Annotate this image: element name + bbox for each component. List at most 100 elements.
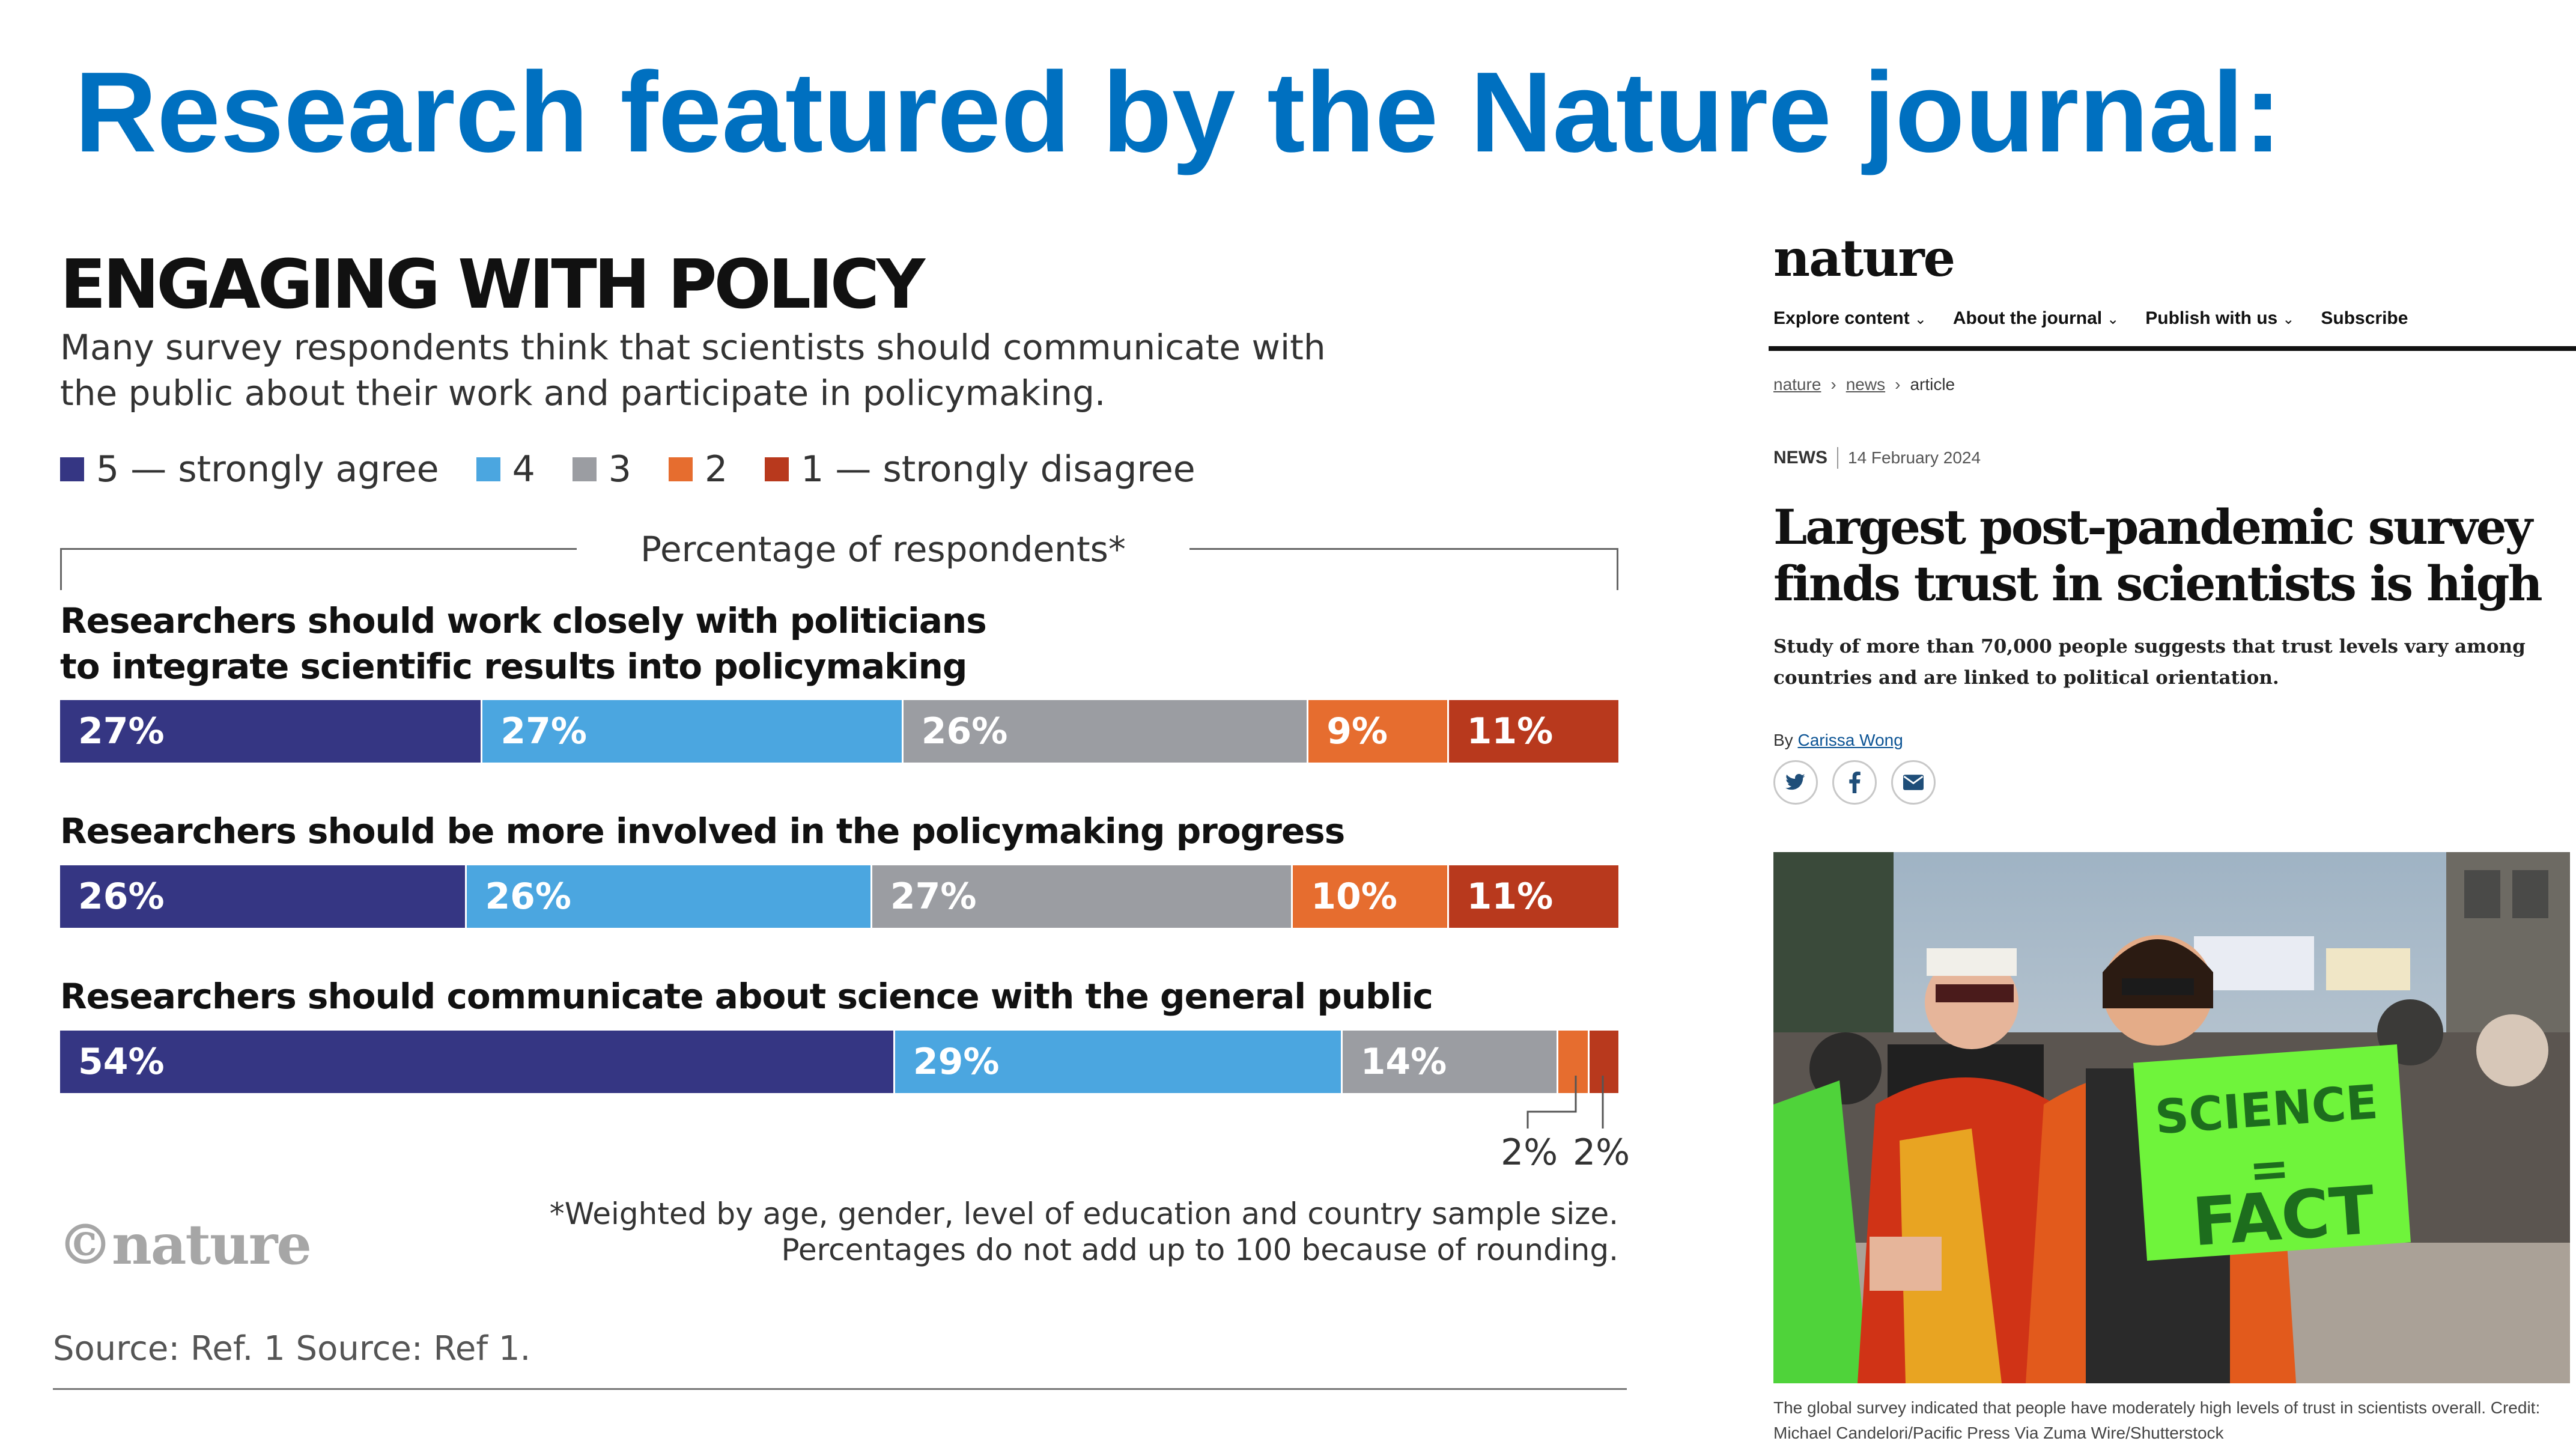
callout-label: 2% — [1573, 1132, 1630, 1174]
bar-segment: 27% — [481, 700, 902, 763]
bar-segment: 27% — [60, 700, 481, 763]
byline-prefix: By — [1773, 731, 1798, 749]
data-label: 26% — [78, 876, 165, 918]
article-meta: NEWS 14 February 2024 — [1773, 446, 1981, 470]
stacked-bar: 26% 26% 27% 10% 11% — [60, 865, 1618, 928]
slide-title: Research featured by the Nature journal: — [74, 49, 2282, 176]
article-type: NEWS — [1773, 448, 1827, 468]
byline: By Carissa Wong — [1773, 728, 1903, 752]
nav-subscribe[interactable]: Subscribe — [2321, 303, 2408, 335]
facebook-icon — [1849, 772, 1861, 793]
footnote-line: Percentages do not add up to 100 because… — [781, 1232, 1618, 1267]
protest-photo: SCIENCE = FACT — [1773, 852, 2570, 1383]
small-value-callouts: 2% 2% — [1466, 1076, 1646, 1184]
data-label: 26% — [485, 876, 572, 918]
legend-item: 4 — [476, 448, 535, 491]
chevron-down-icon: ⌄ — [1914, 311, 1927, 327]
legend-item: 1 — strongly disagree — [765, 448, 1195, 491]
nav-label: About the journal — [1952, 308, 2103, 328]
legend-label: 2 — [704, 448, 728, 490]
legend-swatch — [765, 457, 789, 481]
breadcrumb-news[interactable]: news — [1845, 375, 1886, 394]
category-label: Researchers should be more involved in t… — [60, 811, 1345, 851]
nav-publish-with-us[interactable]: Publish with us ⌄ — [2145, 303, 2294, 335]
bar-segment — [1557, 1031, 1588, 1093]
chevron-right-icon: › — [1830, 375, 1836, 394]
nav-explore-content[interactable]: Explore content ⌄ — [1773, 303, 1927, 335]
legend-label: 5 — strongly agree — [96, 448, 439, 490]
data-label: 27% — [78, 710, 165, 752]
legend-item: 2 — [668, 448, 728, 491]
nav-divider — [1769, 346, 2576, 351]
data-label: 9% — [1326, 710, 1388, 752]
bar-segment: 54% — [60, 1031, 893, 1093]
bar-segment: 29% — [893, 1031, 1341, 1093]
bar-segment: 27% — [870, 865, 1292, 928]
email-icon — [1903, 775, 1924, 790]
data-label: 54% — [78, 1041, 165, 1083]
main-nav: Explore content ⌄ About the journal ⌄ Publ… — [1773, 303, 2434, 335]
callout-leader-lines — [1526, 1076, 1604, 1129]
legend-swatch — [572, 457, 597, 481]
chevron-down-icon: ⌄ — [2107, 311, 2119, 327]
share-facebook-button[interactable] — [1832, 760, 1877, 805]
bar-segment: 26% — [60, 865, 466, 928]
twitter-icon — [1785, 773, 1805, 790]
article-date: 14 February 2024 — [1848, 448, 1981, 467]
legend-swatch — [668, 457, 693, 481]
bar-segment: 26% — [901, 700, 1307, 763]
stacked-bar: 27% 27% 26% 9% 11% — [60, 700, 1618, 763]
legend-item: 5 — strongly agree — [60, 448, 439, 491]
photo-caption: The global survey indicated that people … — [1773, 1398, 2541, 1442]
legend-swatch — [60, 457, 84, 481]
chevron-down-icon: ⌄ — [2282, 311, 2295, 327]
chart-legend: 5 — strongly agree 4 3 2 1 — strongly disagr… — [60, 448, 1233, 491]
photo-sign-text: = — [2247, 1140, 2291, 1198]
chevron-right-icon: › — [1895, 375, 1901, 394]
bar-segment: 11% — [1447, 865, 1618, 928]
bar-segment: 14% — [1340, 1031, 1557, 1093]
bar-segment: 9% — [1307, 700, 1447, 763]
nav-about-journal[interactable]: About the journal ⌄ — [1953, 303, 2119, 335]
nature-credit-mark: ©nature — [58, 1212, 312, 1277]
breadcrumb-nature[interactable]: nature — [1773, 375, 1821, 394]
data-label: 27% — [890, 876, 977, 918]
nav-label: Subscribe — [2321, 308, 2408, 328]
data-label: 27% — [500, 710, 587, 752]
legend-swatch — [476, 457, 500, 481]
nav-label: Explore content — [1773, 308, 1910, 328]
article-standfirst: Study of more than 70,000 people suggest… — [1773, 636, 2526, 689]
chart-footnote: *Weighted by age, gender, level of educa… — [481, 1196, 1618, 1268]
data-label: 29% — [913, 1041, 1000, 1083]
breadcrumb: nature › news › article — [1773, 373, 1955, 397]
nature-logo[interactable]: nature — [1773, 228, 1955, 288]
category-label: to integrate scientific results into pol… — [60, 646, 967, 687]
chart-title: ENGAGING WITH POLICY — [60, 246, 925, 324]
chart-subtitle: Many survey respondents think that scien… — [60, 327, 1326, 413]
bar-segment: 11% — [1447, 700, 1618, 763]
axis-title: Percentage of respondents* — [577, 528, 1189, 571]
photo-sign-text: FACT — [2190, 1171, 2377, 1261]
data-label: 11% — [1466, 710, 1554, 752]
data-label: 10% — [1311, 876, 1397, 918]
data-label: 26% — [921, 710, 1008, 752]
legend-item: 3 — [572, 448, 631, 491]
legend-label: 1 — strongly disagree — [801, 448, 1195, 490]
category-label: Researchers should communicate about sci… — [60, 976, 1433, 1017]
author-link[interactable]: Carissa Wong — [1797, 731, 1903, 749]
source-divider — [53, 1388, 1627, 1390]
nav-label: Publish with us — [2145, 308, 2278, 328]
footnote-line: *Weighted by age, gender, level of educa… — [549, 1196, 1618, 1231]
share-twitter-button[interactable] — [1773, 760, 1818, 805]
meta-divider — [1837, 447, 1838, 469]
callout-label: 2% — [1501, 1132, 1558, 1174]
article-photo: SCIENCE = FACT — [1773, 852, 2570, 1383]
legend-label: 3 — [608, 448, 631, 490]
article-headline: Largest post-pandemic survey finds trust… — [1773, 499, 2543, 612]
bar-segment: 26% — [465, 865, 870, 928]
share-email-button[interactable] — [1891, 760, 1936, 805]
bar-segment: 10% — [1291, 865, 1447, 928]
data-label: 11% — [1466, 876, 1554, 918]
breadcrumb-current: article — [1910, 375, 1955, 394]
legend-label: 4 — [512, 448, 535, 490]
